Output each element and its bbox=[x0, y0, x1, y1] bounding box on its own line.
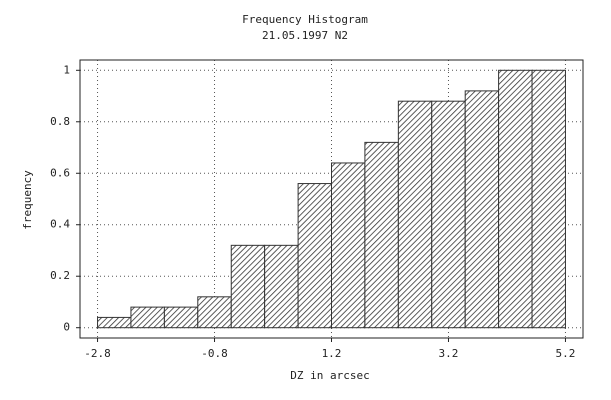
bars bbox=[97, 69, 566, 329]
bar bbox=[531, 69, 566, 329]
bar bbox=[97, 316, 132, 329]
bar bbox=[197, 296, 232, 329]
bar bbox=[130, 306, 165, 329]
bar bbox=[264, 244, 299, 329]
bar bbox=[431, 100, 466, 329]
x-tick-label: 1.2 bbox=[322, 347, 342, 360]
x-tick-label: 3.2 bbox=[439, 347, 459, 360]
x-tick-label: -0.8 bbox=[201, 347, 228, 360]
bar bbox=[230, 244, 266, 329]
bar bbox=[163, 306, 199, 329]
y-tick-label: 0.4 bbox=[50, 218, 70, 231]
ticks: 0 0.2 0.4 0.6 0.8 1 -2.8 -0.8 1.2 3.2 5.2 bbox=[50, 63, 575, 360]
bar bbox=[297, 183, 333, 329]
chart-title: Frequency Histogram bbox=[242, 13, 368, 26]
y-axis-label: frequency bbox=[21, 170, 34, 230]
x-tick-label: 5.2 bbox=[556, 347, 576, 360]
bar bbox=[364, 141, 399, 329]
y-tick-label: 0.6 bbox=[50, 166, 70, 179]
x-tick-label: -2.8 bbox=[84, 347, 111, 360]
y-tick-label: 1 bbox=[63, 63, 70, 76]
bar bbox=[397, 100, 433, 329]
y-tick-label: 0 bbox=[63, 321, 70, 334]
bar bbox=[464, 90, 500, 329]
bar bbox=[331, 162, 366, 329]
x-axis-label: DZ in arcsec bbox=[290, 369, 369, 382]
y-tick-label: 0.2 bbox=[50, 269, 70, 282]
chart-subtitle: 21.05.1997 N2 bbox=[262, 29, 348, 42]
y-tick-label: 0.8 bbox=[50, 115, 70, 128]
bar bbox=[498, 69, 533, 329]
